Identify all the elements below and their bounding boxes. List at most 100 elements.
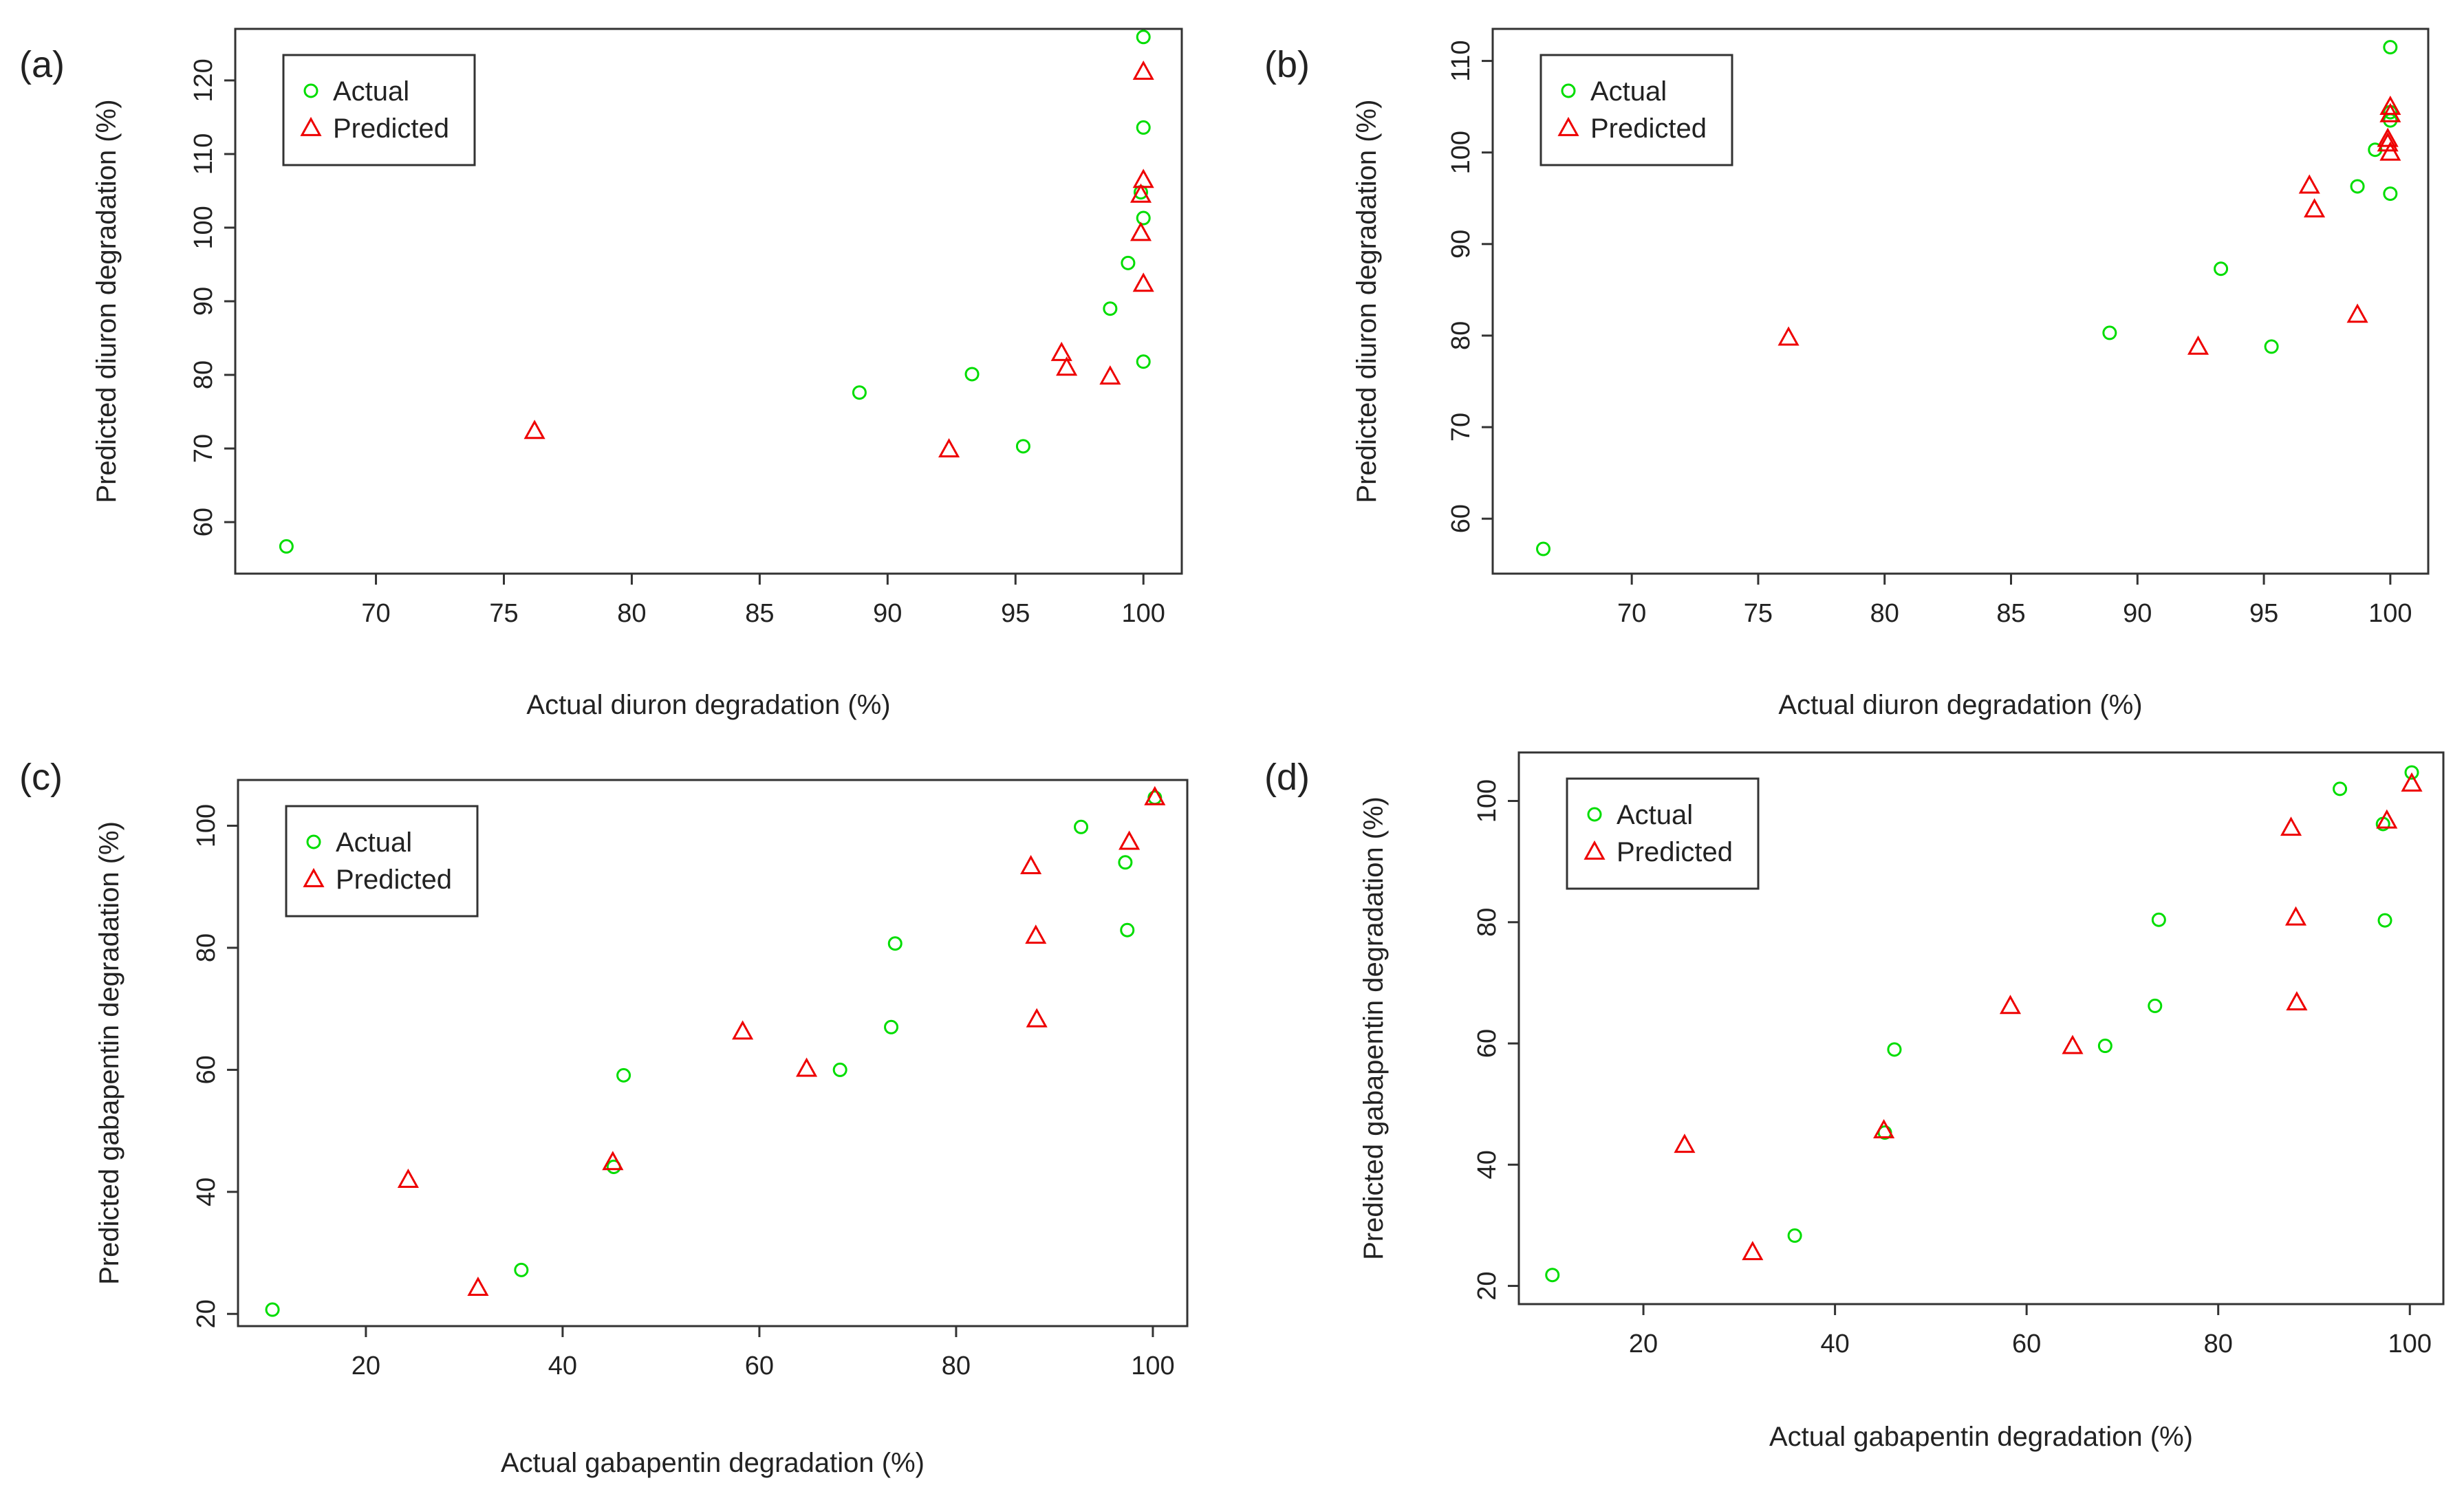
y-tick-label: 70 [1447,413,1476,442]
y-tick-label: 90 [1447,230,1476,259]
y-tick-label: 110 [189,133,218,175]
plot-frame [1491,28,2430,575]
data-point-predicted [2379,96,2401,116]
y-tick-label: 40 [192,1178,221,1206]
data-point-predicted [1674,1134,1696,1153]
legend-actual-icon [1587,807,1602,822]
data-point-actual [1536,541,1551,556]
data-point-actual [2102,325,2117,340]
data-point-actual [1015,439,1030,454]
data-point-actual [2350,179,2365,194]
x-tick-label: 80 [1870,599,1899,628]
x-axis-title: Actual diuron degradation (%) [526,690,890,720]
y-tick-label: 40 [1473,1150,1502,1179]
x-tick-label: 20 [1629,1330,1658,1358]
legend-actual-icon [303,83,318,98]
legend-box [1539,54,1733,166]
legend-box [1566,777,1760,890]
data-point-predicted [1050,341,1072,361]
x-tick-label: 60 [2012,1330,2041,1358]
data-point-actual [964,367,980,382]
x-tick-label: 40 [1820,1330,1849,1358]
data-point-predicted [2377,127,2399,147]
data-point-predicted [2346,303,2368,323]
data-point-predicted [467,1277,489,1297]
data-point-predicted [2401,772,2423,792]
data-point-predicted [1099,365,1121,385]
data-point-actual [1120,922,1135,937]
chart-panel-1: (a) 70 75 80 85 90 95 100 60 70 80 90 100 110 120 Actua… [19,28,1183,720]
x-tick-label: 100 [2388,1330,2432,1358]
data-point-predicted [2379,141,2401,161]
data-point-actual [2214,261,2229,277]
legend-box [282,54,476,166]
data-point-predicted [1130,221,1152,241]
y-tick-label: 90 [189,287,218,316]
x-tick-label: 75 [1744,599,1773,628]
x-tick-label: 100 [2368,599,2412,628]
legend-label: Actual [336,827,412,858]
data-point-actual [2264,339,2279,354]
data-point-predicted [602,1151,624,1171]
data-point-predicted [1025,924,1047,944]
plot-frame [1517,751,2445,1305]
legend-box [285,805,479,918]
data-point-actual [2383,40,2398,55]
data-point-predicted [732,1020,754,1040]
x-tick-label: 60 [745,1352,774,1380]
y-tick-label: 110 [1447,40,1476,82]
data-point-predicted [938,438,960,458]
y-tick-label: 60 [192,1055,221,1084]
x-tick-label: 20 [352,1352,380,1380]
data-point-actual [832,1062,847,1077]
data-point-predicted [2284,906,2307,926]
x-tick-label: 75 [489,599,518,628]
data-point-actual [1887,1042,1902,1057]
data-point-actual [1136,120,1151,135]
legend-predicted-icon [1584,840,1606,860]
data-point-predicted [523,420,545,440]
x-tick-label: 95 [1001,599,1030,628]
data-point-predicted [1026,1008,1048,1028]
x-tick-label: 90 [873,599,902,628]
data-point-actual [1103,301,1118,316]
data-point-predicted [2298,174,2320,194]
data-point-actual [1136,30,1151,45]
legend-label: Actual [333,76,409,107]
y-tick-label: 80 [189,360,218,389]
data-point-predicted [1130,183,1152,203]
y-tick-label: 120 [189,58,218,102]
data-point-actual [2097,1039,2112,1054]
y-tick-label: 60 [1447,504,1476,533]
y-tick-label: 60 [189,508,218,536]
legend-label: Actual [1590,76,1667,107]
x-tick-label: 70 [1617,599,1646,628]
data-point-predicted [1056,356,1078,376]
x-tick-label: 80 [942,1352,971,1380]
y-axis-title: Predicted diuron degradation (%) [91,99,122,503]
data-point-actual [852,385,867,400]
chart-panel-4: (d) 20 40 60 80 100 20 40 60 80 100 Actual gabapent… [1264,751,2445,1452]
x-tick-label: 95 [2249,599,2278,628]
data-point-predicted [2062,1034,2084,1054]
y-tick-label: 100 [1447,131,1476,174]
x-axis-title: Actual diuron degradation (%) [1778,690,2142,720]
data-point-actual [2151,912,2166,927]
data-point-actual [2377,913,2392,928]
y-tick-label: 80 [1473,908,1502,937]
x-tick-label: 70 [361,599,390,628]
x-tick-label: 80 [2204,1330,2233,1358]
x-tick-label: 80 [617,599,646,628]
legend-label: Predicted [1590,113,1707,144]
legend-label: Predicted [1617,837,1733,867]
y-axis-title: Predicted gabapentin degradation (%) [1359,796,1389,1260]
y-tick-label: 60 [1473,1029,1502,1058]
legend: Actual Predicted [1539,54,1733,166]
data-point-actual [1787,1228,1802,1243]
y-tick-label: 100 [192,804,221,847]
y-tick-label: 100 [189,206,218,249]
data-point-predicted [1999,995,2022,1015]
data-point-predicted [1132,272,1154,292]
y-tick-label: 100 [1473,779,1502,823]
